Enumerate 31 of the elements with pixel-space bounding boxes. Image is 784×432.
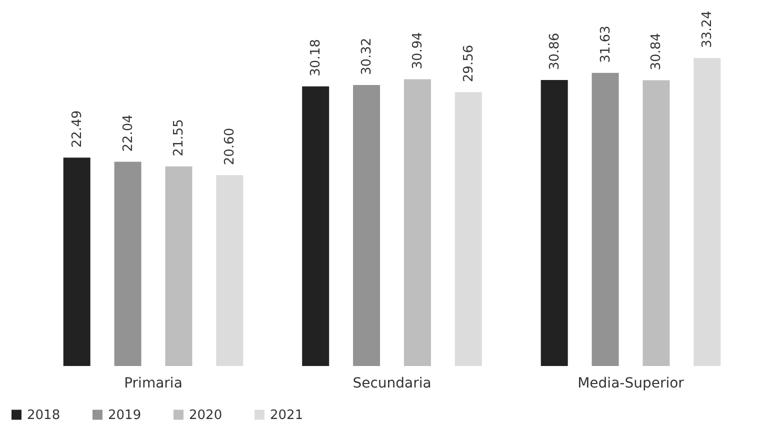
bar — [540, 80, 568, 366]
legend-label: 2018 — [27, 408, 60, 423]
bar — [216, 175, 244, 366]
data-label: 30.94 — [410, 32, 426, 70]
x-tick-label: Media-Superior — [578, 376, 684, 392]
bar — [63, 158, 90, 366]
x-tick-label: Secundaria — [352, 376, 432, 392]
legend-label: 2020 — [189, 408, 222, 423]
data-label: 22.04 — [120, 114, 136, 152]
data-label: 30.18 — [308, 39, 324, 76]
bar — [694, 58, 721, 366]
bar — [404, 79, 431, 366]
data-label: 21.55 — [172, 119, 187, 156]
data-label: 31.63 — [598, 26, 614, 63]
bar — [454, 92, 482, 366]
bar — [165, 166, 192, 366]
legend-label: 2021 — [270, 408, 304, 423]
data-label: 30.84 — [649, 33, 664, 70]
data-label: 30.32 — [360, 38, 375, 76]
data-label: 20.60 — [222, 128, 238, 166]
data-label: 29.56 — [461, 44, 476, 82]
legend-label: 2019 — [108, 408, 142, 423]
data-label: 33.24 — [700, 10, 716, 48]
bar — [592, 72, 619, 366]
x-tick-label: Primaria — [124, 376, 182, 392]
data-label: 30.86 — [547, 32, 562, 70]
bar — [302, 86, 330, 366]
bar — [642, 80, 670, 366]
bar — [353, 85, 380, 366]
bar — [114, 162, 142, 366]
data-label: 22.49 — [70, 110, 85, 148]
